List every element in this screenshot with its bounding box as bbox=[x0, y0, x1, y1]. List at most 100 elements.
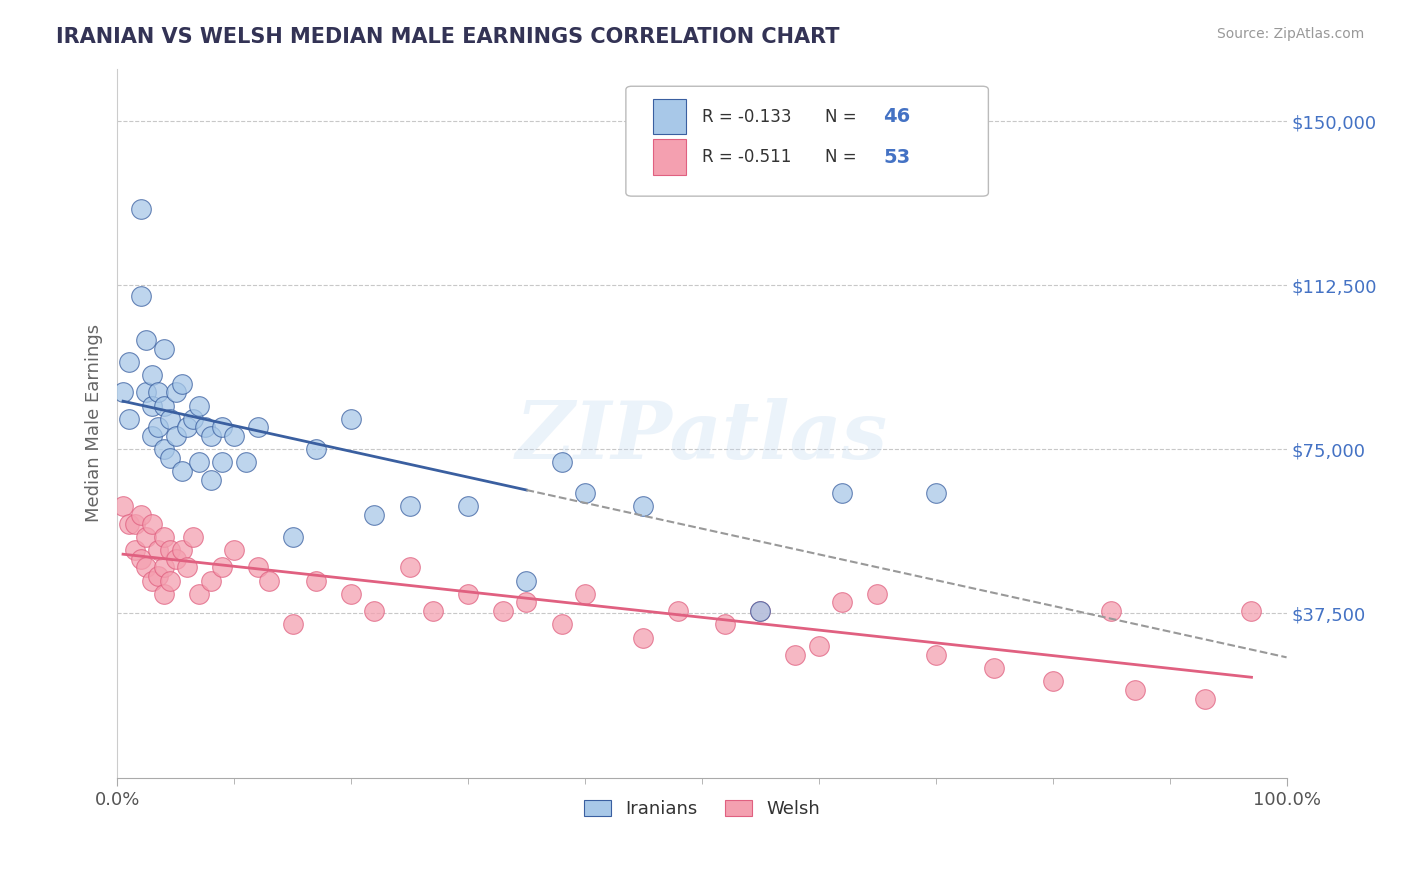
Text: R = -0.133: R = -0.133 bbox=[702, 108, 792, 126]
Point bbox=[574, 486, 596, 500]
Point bbox=[281, 530, 304, 544]
Point bbox=[170, 464, 193, 478]
Point bbox=[925, 648, 948, 662]
Point bbox=[176, 560, 198, 574]
Point bbox=[363, 508, 385, 522]
Point bbox=[159, 574, 181, 588]
Point bbox=[129, 289, 152, 303]
Point bbox=[153, 530, 176, 544]
Point bbox=[668, 604, 690, 618]
Point bbox=[457, 499, 479, 513]
Y-axis label: Median Male Earnings: Median Male Earnings bbox=[86, 324, 103, 522]
Point bbox=[165, 385, 187, 400]
Point bbox=[398, 560, 420, 574]
Point bbox=[200, 429, 222, 443]
Point bbox=[983, 661, 1005, 675]
Point bbox=[1099, 604, 1122, 618]
Point bbox=[749, 604, 772, 618]
Point bbox=[153, 342, 176, 356]
Text: Source: ZipAtlas.com: Source: ZipAtlas.com bbox=[1216, 27, 1364, 41]
Text: N =: N = bbox=[825, 148, 856, 166]
Point bbox=[141, 429, 163, 443]
Point bbox=[118, 516, 141, 531]
Point bbox=[1240, 604, 1263, 618]
Point bbox=[135, 333, 157, 347]
Point bbox=[224, 429, 246, 443]
Text: ZIPatlas: ZIPatlas bbox=[516, 399, 889, 476]
Point bbox=[135, 530, 157, 544]
Point bbox=[246, 560, 269, 574]
Point bbox=[422, 604, 444, 618]
FancyBboxPatch shape bbox=[652, 139, 686, 175]
Point bbox=[165, 429, 187, 443]
Text: R = -0.511: R = -0.511 bbox=[702, 148, 792, 166]
Point bbox=[153, 442, 176, 457]
Point bbox=[188, 587, 211, 601]
Point bbox=[925, 486, 948, 500]
Point bbox=[188, 399, 211, 413]
Point bbox=[159, 451, 181, 466]
Point bbox=[146, 569, 169, 583]
Point bbox=[124, 543, 146, 558]
Text: 46: 46 bbox=[883, 107, 911, 127]
FancyBboxPatch shape bbox=[626, 87, 988, 196]
Point bbox=[159, 543, 181, 558]
Point bbox=[181, 530, 204, 544]
Point bbox=[135, 560, 157, 574]
Point bbox=[211, 420, 233, 434]
Point bbox=[281, 617, 304, 632]
Point bbox=[153, 560, 176, 574]
Text: N =: N = bbox=[825, 108, 856, 126]
Point bbox=[807, 640, 830, 654]
Point bbox=[135, 385, 157, 400]
Point bbox=[176, 420, 198, 434]
Point bbox=[633, 631, 655, 645]
Point bbox=[515, 574, 537, 588]
Point bbox=[574, 587, 596, 601]
Point bbox=[211, 560, 233, 574]
Text: IRANIAN VS WELSH MEDIAN MALE EARNINGS CORRELATION CHART: IRANIAN VS WELSH MEDIAN MALE EARNINGS CO… bbox=[56, 27, 839, 46]
Point bbox=[181, 411, 204, 425]
Point bbox=[188, 455, 211, 469]
Point bbox=[194, 420, 217, 434]
Point bbox=[831, 595, 853, 609]
Point bbox=[340, 587, 363, 601]
Point bbox=[153, 399, 176, 413]
Point bbox=[1194, 691, 1216, 706]
Point bbox=[550, 617, 572, 632]
Point bbox=[153, 587, 176, 601]
Point bbox=[305, 574, 328, 588]
Point bbox=[831, 486, 853, 500]
Legend: Iranians, Welsh: Iranians, Welsh bbox=[576, 793, 827, 825]
Point bbox=[866, 587, 889, 601]
Point bbox=[1042, 674, 1064, 689]
Point bbox=[112, 499, 135, 513]
Point bbox=[550, 455, 572, 469]
Point bbox=[170, 543, 193, 558]
Point bbox=[633, 499, 655, 513]
Point bbox=[305, 442, 328, 457]
Point bbox=[118, 355, 141, 369]
Point bbox=[785, 648, 807, 662]
Point bbox=[112, 385, 135, 400]
Point bbox=[714, 617, 737, 632]
Point bbox=[246, 420, 269, 434]
Point bbox=[257, 574, 280, 588]
Point bbox=[129, 551, 152, 566]
Point bbox=[224, 543, 246, 558]
Point bbox=[492, 604, 515, 618]
Point bbox=[1123, 683, 1146, 698]
Text: 53: 53 bbox=[883, 148, 910, 167]
Point bbox=[146, 543, 169, 558]
Point bbox=[129, 202, 152, 216]
Point bbox=[363, 604, 385, 618]
Point bbox=[235, 455, 257, 469]
Point bbox=[141, 368, 163, 382]
Point bbox=[159, 411, 181, 425]
Point bbox=[515, 595, 537, 609]
FancyBboxPatch shape bbox=[652, 99, 686, 135]
Point bbox=[141, 574, 163, 588]
Point bbox=[340, 411, 363, 425]
Point bbox=[141, 399, 163, 413]
Point bbox=[124, 516, 146, 531]
